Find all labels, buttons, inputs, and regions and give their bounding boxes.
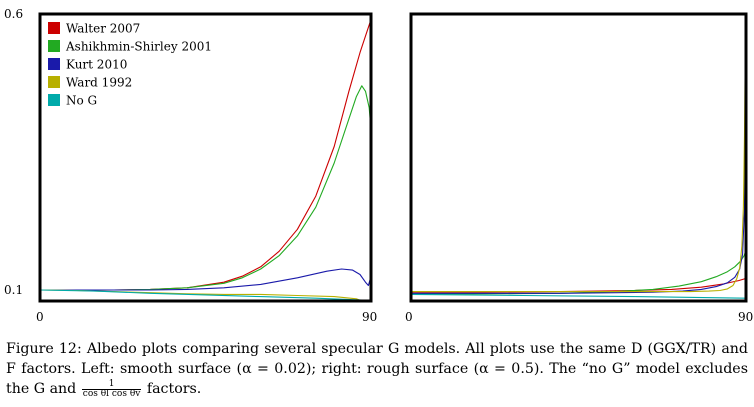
legend-swatch	[48, 76, 60, 88]
legend-swatch	[48, 22, 60, 34]
albedo-plots: 0 90 0.6 0.1 Walter 2007 Ashikhmin-Shirley 20…	[4, 7, 753, 324]
legend-swatch	[48, 40, 60, 52]
x-tick-label-0: 0	[405, 310, 413, 324]
fraction-numerator: 1	[81, 379, 142, 390]
plot-frame	[409, 12, 748, 303]
legend-swatch	[48, 58, 60, 70]
legend-entry: Ward 1992	[66, 76, 132, 90]
legend-entry: Walter 2007	[66, 22, 140, 36]
series-line-ward-1992	[411, 14, 746, 293]
legend-entry: Ashikhmin-Shirley 2001	[65, 40, 212, 54]
series-lines	[40, 19, 371, 301]
series-line-no-g	[411, 293, 746, 299]
y-tick-label-0.1: 0.1	[4, 283, 23, 297]
series-line-no-g	[40, 289, 371, 301]
plot-frame	[38, 12, 373, 303]
x-tick-label-0: 0	[36, 310, 44, 324]
legend-swatch	[48, 94, 60, 106]
series-line-kurt-2010	[40, 268, 371, 291]
left-plot-panel: 0 90 0.6 0.1 Walter 2007 Ashikhmin-Shirley 20…	[4, 7, 377, 324]
caption-fraction: 1 cos θl cos θv	[81, 379, 142, 399]
x-tick-label-90: 90	[362, 310, 377, 324]
y-tick-label-0.6: 0.6	[4, 7, 23, 21]
series-lines	[411, 14, 746, 299]
caption-label: Figure 12:	[6, 341, 82, 357]
right-plot-panel: 0 90	[405, 12, 753, 324]
legend-entry: No G	[66, 94, 97, 108]
figure-caption: Figure 12: Albedo plots comparing severa…	[6, 339, 748, 399]
series-line-kurt-2010	[411, 19, 746, 294]
x-tick-label-90: 90	[738, 310, 753, 324]
legend-entry: Kurt 2010	[66, 58, 127, 72]
caption-text: Albedo plots comparing several specular …	[6, 341, 749, 397]
caption-text-end: factors.	[146, 381, 202, 397]
fraction-denominator: cos θl cos θv	[82, 388, 141, 399]
legend: Walter 2007 Ashikhmin-Shirley 2001 Kurt 20…	[48, 22, 212, 108]
series-line-ashikhmin-shirley-2001	[40, 85, 371, 291]
